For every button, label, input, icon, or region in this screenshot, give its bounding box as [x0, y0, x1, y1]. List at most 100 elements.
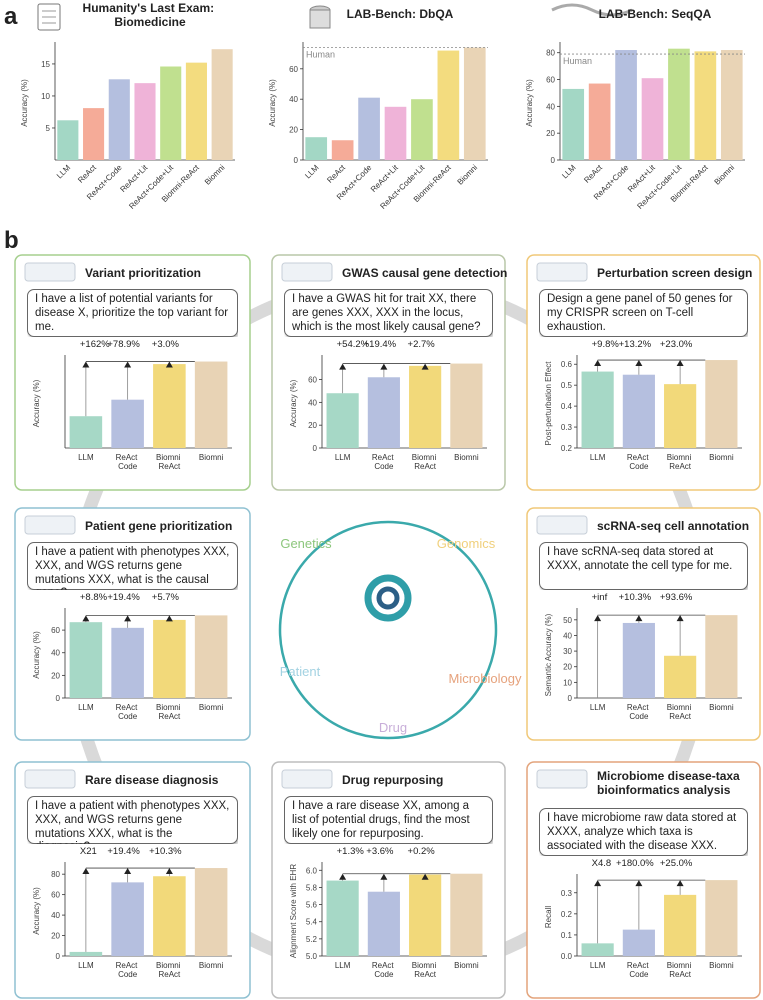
panel-title: scRNA-seq cell annotation — [597, 519, 749, 533]
y-tick-label: 40 — [308, 398, 317, 407]
panel-icon — [536, 515, 588, 535]
icons — [37, 3, 633, 31]
bar — [108, 79, 130, 160]
y-tick-label: 5.4 — [306, 918, 318, 927]
improvement-label: +10.3% — [149, 846, 182, 857]
y-tick-label: 20 — [51, 671, 60, 680]
bar — [367, 377, 400, 448]
domain-label: Microbiology — [449, 671, 522, 686]
y-tick-label: 0.1 — [561, 931, 573, 940]
center-hub: Genetics Genomics Patient Microbiology D… — [278, 520, 522, 740]
y-tick-label: 0 — [294, 156, 299, 165]
bar — [384, 106, 407, 160]
bar — [134, 83, 156, 160]
bar — [83, 108, 105, 160]
x-tick-label: LLM — [78, 703, 94, 712]
panel-icon — [281, 769, 333, 789]
y-tick-label: 20 — [308, 421, 317, 430]
y-tick-label: 20 — [546, 129, 555, 138]
arrow-head — [635, 360, 643, 367]
arrow-head — [124, 615, 132, 622]
x-tick-label: Biomni ReAct — [667, 453, 694, 471]
bar — [326, 393, 359, 448]
prompt-box: Design a gene panel of 50 genes for my C… — [539, 289, 748, 337]
y-tick-label: 0 — [56, 694, 61, 703]
arrow-head — [380, 873, 388, 880]
y-tick-label: 40 — [51, 911, 60, 920]
improvement-label: +180.0% — [616, 858, 654, 869]
improvement-label: +9.8% — [592, 339, 620, 350]
bar — [664, 384, 697, 448]
arrow-head — [124, 361, 132, 368]
y-axis-label: Accuracy (%) — [32, 887, 41, 935]
bar — [615, 50, 637, 160]
panel-title: Rare disease diagnosis — [85, 773, 219, 787]
bar — [69, 416, 103, 448]
y-tick-label: 0 — [568, 694, 573, 703]
x-tick-label: Biomni — [713, 163, 737, 187]
x-tick-label: LLM — [78, 453, 94, 462]
x-tick-label: Biomni — [199, 703, 224, 712]
improvement-label: +19.4% — [364, 339, 397, 350]
domain-label: Drug — [379, 720, 407, 735]
y-tick-label: 40 — [51, 649, 60, 658]
y-tick-label: 30 — [563, 647, 572, 656]
panel-icon — [24, 515, 76, 535]
x-tick-label: LLM — [560, 163, 578, 181]
hub-circle — [278, 520, 498, 740]
y-tick-label: 60 — [546, 76, 555, 85]
prompt-box: I have a GWAS hit for trait XX, there ar… — [284, 289, 493, 337]
x-tick-label: Biomni — [456, 163, 480, 187]
bar — [367, 891, 400, 956]
panel-title: Patient gene prioritization — [85, 519, 232, 533]
improvement-label: +19.4% — [107, 592, 140, 603]
improvement-label: +54.2% — [337, 339, 370, 350]
y-tick-label: 0.3 — [561, 423, 573, 432]
x-tick-label: Biomni — [203, 163, 227, 187]
panel-label: a — [4, 3, 18, 30]
bar — [705, 880, 738, 956]
panel-icon — [536, 262, 588, 282]
y-axis-label: Accuracy (%) — [20, 79, 29, 127]
prompt-text: I have a rare disease XX, among a list o… — [284, 796, 493, 844]
y-axis-label: Accuracy (%) — [289, 379, 298, 427]
domain-label: Genomics — [437, 536, 496, 551]
y-tick-label: 40 — [563, 631, 572, 640]
prompt-text: I have a patient with phenotypes XXX, XX… — [27, 542, 238, 590]
arrow-head — [421, 363, 429, 370]
x-tick-label: Biomni — [709, 453, 734, 462]
panel-title: Perturbation screen design — [597, 266, 752, 280]
improvement-label: +78.9% — [107, 339, 140, 350]
arrow-head — [380, 363, 388, 370]
improvement-label: +13.2% — [619, 339, 652, 350]
bar — [562, 88, 585, 160]
bar — [664, 655, 697, 698]
bar — [641, 78, 664, 160]
domain-label: Genetics — [280, 536, 332, 551]
prompt-box: I have a list of potential variants for … — [27, 289, 238, 337]
bar — [331, 140, 354, 160]
panel-icon — [281, 262, 333, 282]
y-tick-label: 40 — [546, 102, 555, 111]
y-tick-label: 60 — [308, 376, 317, 385]
domain-label: Patient — [280, 664, 321, 679]
bar — [111, 399, 144, 448]
reference-label: Human — [306, 50, 335, 60]
x-tick-label: ReAct Code — [116, 961, 140, 979]
y-tick-label: 40 — [289, 95, 298, 104]
y-axis-label: Post-perturbation Effect — [544, 361, 553, 446]
x-tick-label: LLM — [590, 453, 606, 462]
improvement-label: +5.7% — [152, 592, 180, 603]
bar — [194, 615, 228, 698]
arrow-head — [339, 363, 347, 370]
bar — [705, 615, 738, 698]
bar — [185, 62, 207, 160]
x-tick-label: Biomni — [454, 961, 479, 970]
arrow-head — [594, 615, 602, 622]
bar — [153, 876, 186, 956]
improvement-label: +10.3% — [619, 592, 652, 603]
x-tick-label: Biomni ReAct — [667, 703, 694, 721]
bar — [111, 882, 144, 956]
improvement-label: +0.2% — [408, 846, 436, 857]
improvement-label: +93.6% — [660, 592, 693, 603]
